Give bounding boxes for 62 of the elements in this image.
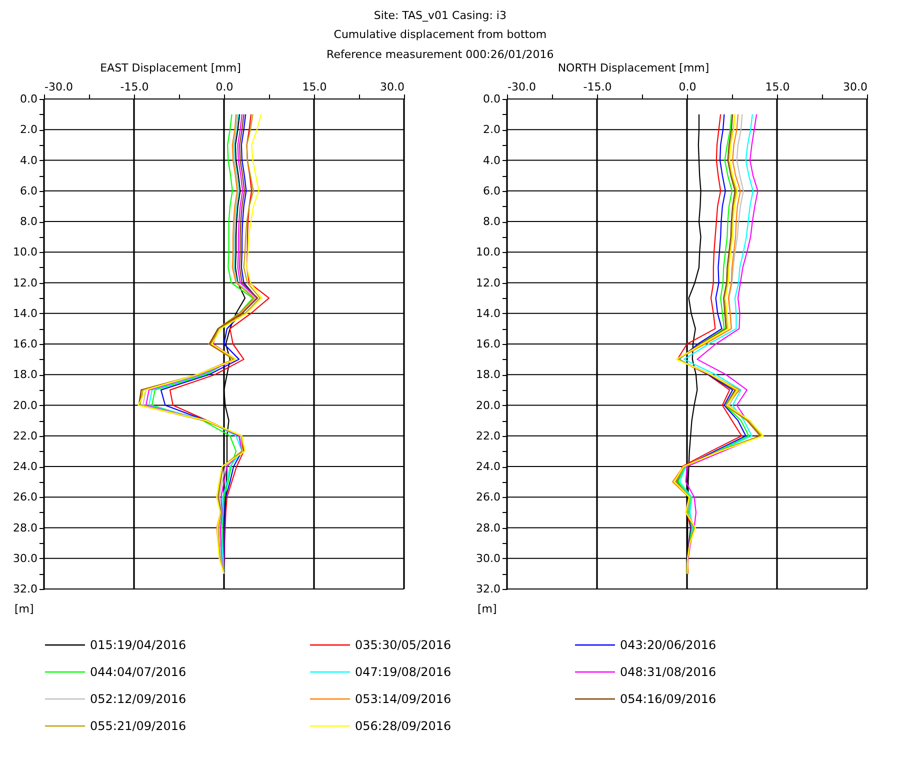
x-tick-label: 15.0 (302, 80, 327, 94)
y-tick-label: 32.0 (476, 582, 500, 596)
y-tick-label: 14.0 (13, 306, 38, 320)
y-tick-label: 22.0 (476, 429, 500, 442)
y-tick-label: 2.0 (20, 123, 38, 136)
legend-label: 043:20/06/2016 (620, 638, 716, 652)
y-tick-label: 32.0 (13, 582, 38, 596)
legend-label: 035:30/05/2016 (355, 638, 452, 652)
text: Site: TAS_v01 Casing: i3 (374, 9, 506, 22)
y-tick-label: 0.0 (483, 92, 500, 106)
y-tick-label: 10.0 (476, 246, 500, 259)
y-tick-label: 10.0 (13, 246, 38, 259)
legend-label: 052:12/09/2016 (90, 692, 186, 706)
x-axis-title: EAST Displacement [mm] (100, 62, 241, 74)
legend-label: 047:19/08/2016 (355, 665, 452, 679)
y-tick-label: 26.0 (13, 490, 38, 504)
y-tick-label: 28.0 (476, 521, 500, 534)
y-tick-label: 8.0 (483, 215, 500, 228)
y-tick-label: 12.0 (13, 276, 38, 290)
y-tick-label: 24.0 (13, 460, 38, 473)
x-tick-label: -15.0 (583, 80, 612, 94)
y-tick-label: 16.0 (13, 338, 38, 350)
y-tick-label: 28.0 (13, 521, 38, 534)
y-tick-label: 18.0 (13, 368, 38, 382)
y-axis-title: [m] (478, 602, 497, 616)
x-tick-label: -30.0 (44, 80, 73, 94)
legend-label: 055:21/09/2016 (90, 719, 186, 733)
legend-label: 054:16/09/2016 (620, 692, 716, 706)
y-tick-label: 0.0 (20, 92, 38, 106)
y-tick-label: 30.0 (13, 552, 38, 565)
y-tick-label: 26.0 (476, 490, 500, 504)
y-tick-label: 24.0 (476, 460, 500, 473)
x-tick-label: -15.0 (120, 80, 149, 94)
x-tick-label: 30.0 (843, 80, 868, 94)
legend-label: 053:14/09/2016 (355, 692, 452, 706)
y-tick-label: 4.0 (483, 154, 500, 167)
legend-label: 044:04/07/2016 (90, 665, 186, 679)
y-tick-label: 20.0 (476, 398, 500, 412)
y-tick-label: 30.0 (476, 552, 500, 565)
x-tick-label: 0.0 (678, 80, 696, 94)
y-tick-label: 14.0 (476, 306, 500, 320)
x-axis-title: NORTH Displacement [mm] (558, 62, 710, 74)
legend-label: 048:31/08/2016 (620, 665, 716, 679)
text: Cumulative displacement from bottom (334, 28, 547, 41)
y-tick-label: 2.0 (483, 123, 500, 136)
y-tick-label: 12.0 (476, 276, 500, 290)
y-tick-label: 20.0 (13, 398, 38, 412)
x-tick-label: 15.0 (765, 80, 790, 94)
y-axis-title: [m] (14, 602, 34, 616)
y-tick-label: 18.0 (476, 368, 500, 382)
text: Reference measurement 000:26/01/2016 (326, 48, 554, 61)
y-tick-label: 4.0 (20, 154, 38, 167)
x-tick-label: 30.0 (380, 80, 404, 94)
y-tick-label: 6.0 (483, 184, 500, 198)
y-tick-label: 8.0 (20, 215, 38, 228)
legend-label: 056:28/09/2016 (355, 719, 452, 733)
legend-label: 015:19/04/2016 (90, 638, 186, 652)
y-tick-label: 16.0 (476, 338, 500, 350)
x-tick-label: 0.0 (216, 80, 234, 94)
y-tick-label: 22.0 (13, 429, 38, 442)
x-tick-label: -30.0 (508, 80, 536, 94)
y-tick-label: 6.0 (20, 184, 38, 198)
